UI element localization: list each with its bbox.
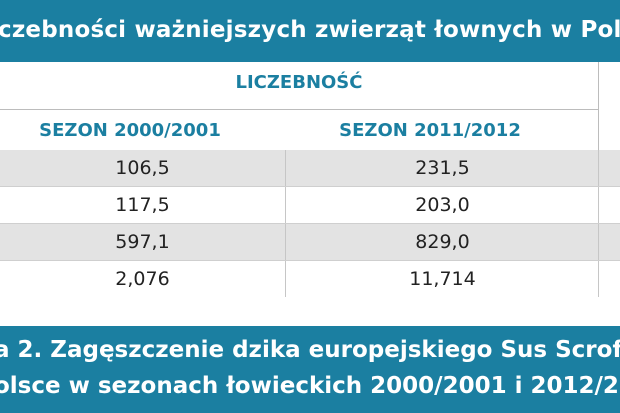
header-right-rule — [598, 62, 599, 150]
table-cell: 11,714 — [409, 268, 476, 290]
table-cell: 829,0 — [415, 231, 470, 253]
column-divider — [598, 187, 599, 223]
column-divider — [285, 224, 286, 260]
column-header-season-2011-2012: SEZON 2011/2012 — [339, 120, 521, 141]
column-divider — [598, 261, 599, 297]
table-cell: 231,5 — [415, 157, 470, 179]
caption-line-2: olsce w sezonach łowieckich 2000/2001 i … — [0, 373, 619, 399]
table-cell: 106,5 — [115, 157, 170, 179]
title-banner: czebności ważniejszych zwierząt łownych … — [0, 0, 620, 62]
table-row: 597,1 829,0 — [0, 223, 620, 260]
column-divider — [285, 150, 286, 186]
caption-line-1: a 2. Zagęszczenie dzika europejskiego Su… — [0, 337, 620, 363]
table-row: 117,5 203,0 — [0, 186, 620, 223]
table-cell: 2,076 — [115, 268, 170, 290]
group-header-liczebnosc: LICZEBNOŚĆ — [235, 72, 363, 93]
column-divider — [598, 224, 599, 260]
table-row: 2,076 11,714 — [0, 260, 620, 297]
table-cell: 203,0 — [415, 194, 470, 216]
table-header: LICZEBNOŚĆ SEZON 2000/2001 SEZON 2011/20… — [0, 62, 620, 150]
column-divider — [598, 150, 599, 186]
table-cell: 117,5 — [115, 194, 170, 216]
table-body: 106,5 231,5 117,5 203,0 597,1 829,0 2,07… — [0, 150, 620, 297]
table-row: 106,5 231,5 — [0, 150, 620, 186]
column-divider — [285, 261, 286, 297]
caption-banner: a 2. Zagęszczenie dzika europejskiego Su… — [0, 326, 620, 413]
spacer — [0, 302, 620, 326]
table-title: czebności ważniejszych zwierząt łownych … — [0, 17, 620, 43]
column-header-season-2000-2001: SEZON 2000/2001 — [39, 120, 221, 141]
table-cell: 597,1 — [115, 231, 170, 253]
column-divider — [285, 187, 286, 223]
group-header-rule — [0, 109, 598, 110]
